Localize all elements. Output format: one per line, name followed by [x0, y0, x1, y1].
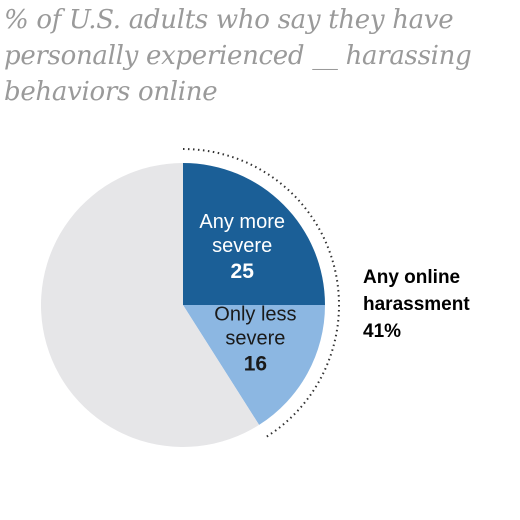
chart-title: % of U.S. adults who say they have perso…: [4, 5, 472, 107]
callout-line-2: harassment: [363, 294, 470, 315]
callout-bracket: [182, 148, 340, 438]
pie-slice-2: [40, 163, 260, 447]
slice-label-0-1: severe: [212, 235, 272, 257]
slice-label-0-0: Any more: [199, 211, 285, 233]
slice-value-0: 25: [231, 260, 255, 283]
callout-line-1: Any online: [363, 267, 461, 288]
slice-label-1-1: severe: [225, 328, 285, 350]
slice-label-1-0: Only less: [214, 304, 296, 326]
pie-slice-0: [183, 163, 325, 305]
pie-slice-1: [183, 305, 325, 425]
callout: Any online harassment 41%: [363, 264, 470, 345]
slice-value-1: 16: [244, 353, 267, 376]
callout-value: 41%: [363, 321, 402, 342]
